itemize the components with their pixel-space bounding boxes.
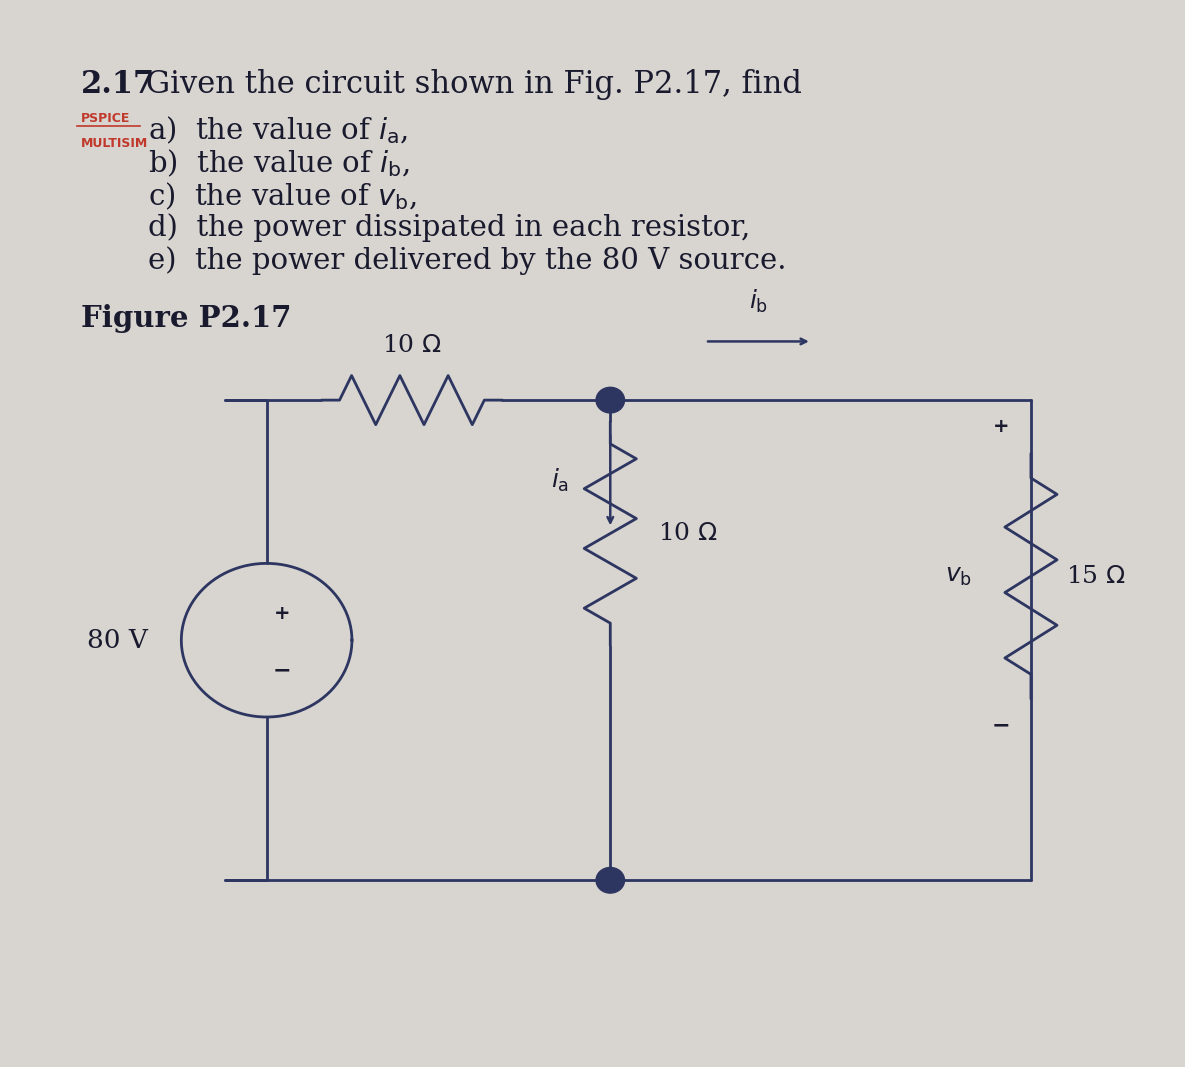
Text: $v_{\mathrm{b}}$: $v_{\mathrm{b}}$: [944, 564, 972, 588]
Text: PSPICE: PSPICE: [81, 112, 130, 125]
Text: $i_{\mathrm{b}}$: $i_{\mathrm{b}}$: [749, 288, 768, 315]
Text: 2.17: 2.17: [81, 69, 155, 100]
Text: b)  the value of $i_{\mathrm{b}}$,: b) the value of $i_{\mathrm{b}}$,: [148, 147, 410, 179]
Text: a)  the value of $i_{\mathrm{a}}$,: a) the value of $i_{\mathrm{a}}$,: [148, 114, 408, 146]
Text: MULTISIM: MULTISIM: [81, 137, 148, 149]
Text: $i_{\mathrm{a}}$: $i_{\mathrm{a}}$: [551, 466, 569, 494]
Text: Given the circuit shown in Fig. P2.17, find: Given the circuit shown in Fig. P2.17, f…: [136, 69, 802, 100]
Text: 10 $\Omega$: 10 $\Omega$: [658, 522, 718, 545]
Text: c)  the value of $v_{\mathrm{b}}$,: c) the value of $v_{\mathrm{b}}$,: [148, 180, 417, 212]
Text: Figure P2.17: Figure P2.17: [81, 304, 292, 333]
Text: 15 $\Omega$: 15 $\Omega$: [1066, 564, 1127, 588]
Text: −: −: [992, 716, 1011, 735]
Circle shape: [596, 867, 624, 893]
Text: +: +: [993, 417, 1010, 436]
Text: d)  the power dissipated in each resistor,: d) the power dissipated in each resistor…: [148, 213, 750, 242]
Text: 80 V: 80 V: [88, 627, 148, 653]
Text: e)  the power delivered by the 80 V source.: e) the power delivered by the 80 V sourc…: [148, 246, 787, 275]
Text: +: +: [274, 604, 290, 623]
Text: 10 $\Omega$: 10 $\Omega$: [382, 334, 442, 357]
Circle shape: [596, 387, 624, 413]
Text: −: −: [273, 660, 292, 680]
